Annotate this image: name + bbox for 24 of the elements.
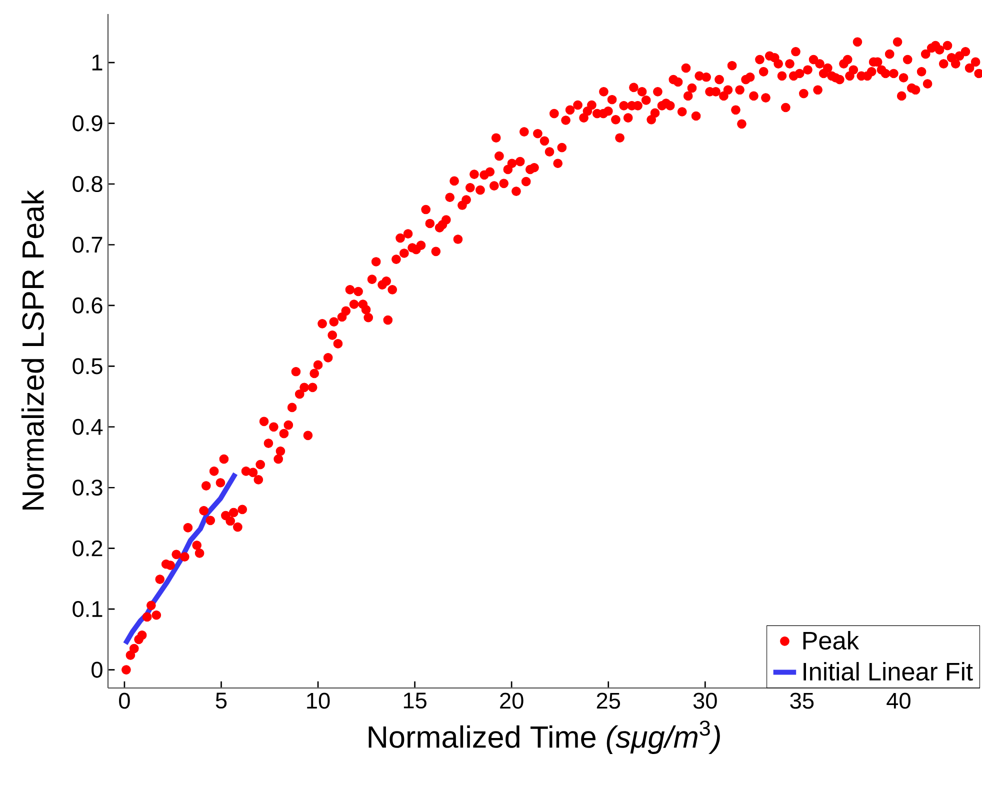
x-tick-label: 5 xyxy=(216,692,227,709)
x-tick-label: 30 xyxy=(693,692,717,709)
y-tick-label: 0.1 xyxy=(72,601,102,618)
legend-label: Peak xyxy=(803,631,860,650)
y-tick-label: 1 xyxy=(92,54,102,70)
x-tick-label: 10 xyxy=(307,692,330,709)
x-tick-label: 15 xyxy=(404,692,426,709)
y-axis-title: Normalized LSPR Peak xyxy=(21,190,44,510)
x-tick-label: 20 xyxy=(500,692,524,709)
y-tick-label: 0.7 xyxy=(72,236,102,253)
y-tick-label: 0.4 xyxy=(72,418,103,435)
y-tick-label: 0.2 xyxy=(72,540,102,556)
x-tick-label: 0 xyxy=(119,692,130,709)
y-tick-label: 0.5 xyxy=(72,358,102,374)
x-tick-label: 35 xyxy=(790,692,814,709)
legend-label: Initial Linear Fit xyxy=(804,662,973,681)
y-tick-label: 0.9 xyxy=(72,115,102,132)
x-axis-title: Normalized Time (sμg/m$^{3}$) xyxy=(368,720,720,754)
x-tick-label: 25 xyxy=(596,692,620,709)
x-tick-label: 40 xyxy=(886,692,910,709)
y-tick-label: 0.8 xyxy=(72,176,102,192)
y-tick-label: 0.3 xyxy=(72,480,102,496)
y-tick-label: 0 xyxy=(92,662,102,678)
y-tick-label: 0.6 xyxy=(72,297,102,314)
